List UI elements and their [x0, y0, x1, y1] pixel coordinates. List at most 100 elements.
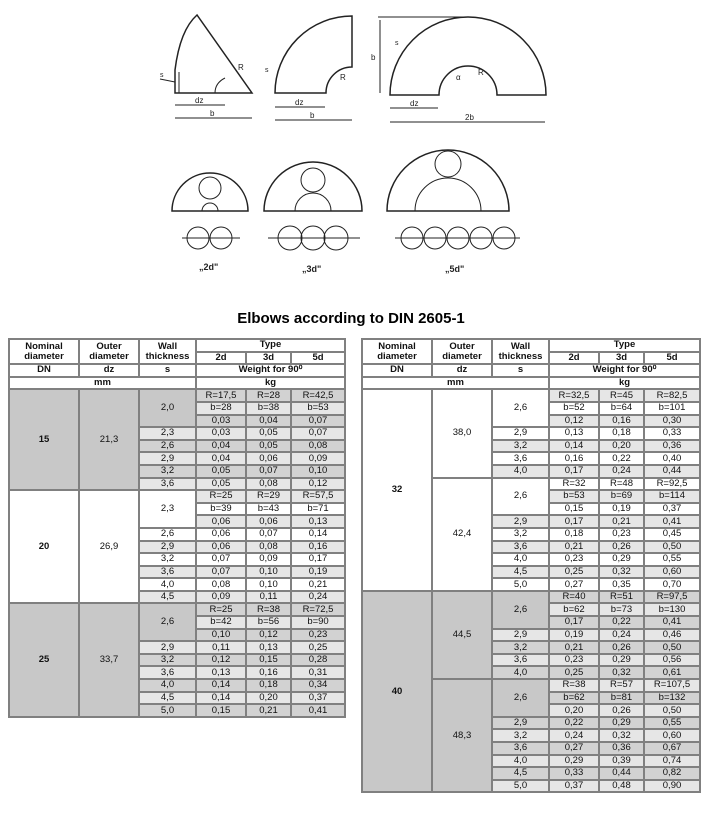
- header-unit-mm: mm: [8, 375, 197, 391]
- weight-cell: 0,44: [598, 766, 645, 781]
- weight-cell: 0,23: [548, 652, 600, 668]
- dz-cell: 21,3: [78, 388, 140, 492]
- radius-cell: R=57: [598, 678, 645, 693]
- weight-cell: 0,03: [195, 413, 247, 429]
- wall-thickness-cell: 4,0: [491, 665, 550, 680]
- radius-cell: R=38: [245, 602, 292, 618]
- weight-cell: 0,60: [642, 728, 702, 743]
- table-row: 3,2 0,07 0,09 0,17: [9, 552, 347, 567]
- weight-cell: 0,21: [289, 577, 347, 592]
- table-row: b=52 b=64 b=101: [362, 401, 702, 416]
- weight-cell: 0,37: [289, 690, 347, 706]
- weight-cell: 0,26: [598, 539, 645, 555]
- weight-cell: 0,09: [289, 451, 347, 466]
- header-unit-kg: kg: [547, 375, 702, 391]
- dz-cell: 38,0: [431, 388, 493, 479]
- dn-cell: 20: [8, 489, 80, 605]
- radius-cell: R=42,5: [289, 388, 347, 403]
- table-row: b=42 b=56 b=90: [9, 615, 347, 630]
- wall-thickness-cell: 5,0: [138, 703, 197, 718]
- header-dz: dz: [431, 363, 493, 378]
- weight-cell: 0,15: [195, 703, 247, 718]
- radius-cell: R=92,5: [642, 476, 702, 492]
- weight-cell: 0,25: [548, 564, 600, 580]
- weight-cell: 0,08: [245, 476, 292, 492]
- wall-thickness-cell: 3,2: [491, 728, 550, 743]
- wall-thickness-cell: 2,6: [138, 602, 197, 643]
- weight-cell: 0,33: [548, 766, 600, 781]
- radius-cell: R=40: [548, 589, 600, 605]
- header-dn: DN: [361, 363, 433, 378]
- weight-cell: 0,14: [289, 526, 347, 542]
- weight-cell: 0,15: [245, 652, 292, 668]
- weight-cell: 0,14: [195, 678, 247, 693]
- table-row: 20 26,9 2,3 R=25 R=29 R=57,5: [8, 489, 347, 605]
- label-R: R: [340, 73, 346, 82]
- weight-cell: 0,40: [642, 451, 702, 466]
- weight-cell: 0,32: [598, 665, 645, 680]
- weight-cell: 0,48: [598, 778, 645, 794]
- weight-cell: 0,34: [289, 678, 347, 693]
- dz-cell: 48,3: [431, 678, 493, 794]
- wall-thickness-cell: 2,0: [138, 388, 197, 429]
- weight-cell: 0,29: [598, 715, 645, 731]
- weight-cell: 0,21: [245, 703, 292, 718]
- radius-cell: R=17,5: [195, 388, 247, 403]
- wall-thickness-cell: 2,9: [491, 426, 550, 441]
- elbow-2d-front-view: „2d": [171, 172, 249, 272]
- weight-cell: 0,09: [245, 552, 292, 567]
- b-dimension-cell: b=71: [289, 501, 347, 517]
- table-row: 48,3 2,6 R=38 R=57 R=107,5: [362, 678, 702, 794]
- dn-cell: 40: [361, 589, 433, 794]
- label-alpha: α: [456, 73, 461, 82]
- table-row: b=39 b=43 b=71: [9, 501, 347, 517]
- header-s: s: [138, 363, 197, 378]
- header-wall-thickness: Wall thickness: [491, 337, 550, 366]
- b-dimension-cell: b=56: [245, 615, 292, 630]
- wall-thickness-cell: 2,9: [491, 715, 550, 731]
- b-dimension-cell: b=81: [598, 690, 645, 706]
- header-dz: dz: [78, 363, 140, 378]
- weight-cell: 0,05: [245, 438, 292, 454]
- weight-cell: 0,37: [642, 501, 702, 517]
- radius-cell: R=51: [598, 589, 645, 605]
- b-dimension-cell: b=62: [548, 690, 600, 706]
- wall-thickness-cell: 3,6: [138, 564, 197, 580]
- weight-cell: 0,14: [548, 438, 600, 454]
- header-nominal-diameter: Nominal diameter: [361, 337, 433, 366]
- weight-cell: 0,67: [642, 741, 702, 756]
- weight-cell: 0,08: [289, 438, 347, 454]
- weight-cell: 0,90: [642, 778, 702, 794]
- wall-thickness-cell: 4,5: [138, 690, 197, 706]
- weight-cell: 0,27: [548, 741, 600, 756]
- wall-thickness-cell: 3,6: [491, 741, 550, 756]
- table-row: 2,9 0,22 0,29 0,55: [362, 715, 702, 731]
- radius-cell: R=57,5: [289, 489, 347, 504]
- weight-cell: 0,20: [245, 690, 292, 706]
- radius-cell: R=25: [195, 602, 247, 618]
- weight-cell: 0,06: [245, 451, 292, 466]
- weight-cell: 0,08: [195, 577, 247, 592]
- label-b: b: [310, 111, 315, 120]
- wall-thickness-cell: 4,0: [138, 678, 197, 693]
- table-row: 4,0 0,17 0,24 0,44: [362, 463, 702, 479]
- header-2d: 2d: [195, 350, 247, 366]
- label-2b: 2b: [465, 113, 474, 122]
- wall-thickness-cell: 5,0: [491, 577, 550, 592]
- page-title: Elbows according to DIN 2605-1: [237, 310, 465, 327]
- weight-cell: 0,07: [195, 564, 247, 580]
- wall-thickness-cell: 3,2: [491, 438, 550, 454]
- wall-thickness-cell: 2,9: [491, 514, 550, 529]
- weight-cell: 0,25: [548, 665, 600, 680]
- weight-cell: 0,14: [195, 690, 247, 706]
- weight-cell: 0,82: [642, 766, 702, 781]
- weight-cell: 0,16: [245, 665, 292, 680]
- wall-thickness-cell: 4,5: [491, 564, 550, 580]
- wall-thickness-cell: 2,6: [138, 526, 197, 542]
- table-row: 15 21,3 2,0 R=17,5 R=28 R=42,5: [8, 388, 347, 492]
- table-row: 0,15 0,19 0,37: [362, 501, 702, 517]
- weight-cell: 0,50: [642, 539, 702, 555]
- weight-cell: 0,29: [598, 552, 645, 567]
- b-dimension-cell: b=69: [598, 489, 645, 504]
- weight-cell: 0,17: [289, 552, 347, 567]
